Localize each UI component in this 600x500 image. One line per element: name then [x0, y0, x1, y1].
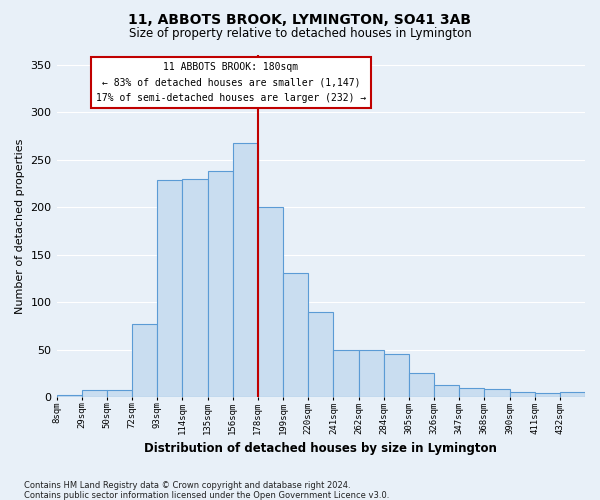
X-axis label: Distribution of detached houses by size in Lymington: Distribution of detached houses by size … — [145, 442, 497, 455]
Bar — [157, 180, 182, 397]
Text: 11, ABBOTS BROOK, LYMINGTON, SO41 3AB: 11, ABBOTS BROOK, LYMINGTON, SO41 3AB — [128, 12, 472, 26]
Bar — [258, 207, 283, 397]
Bar — [484, 388, 509, 397]
Bar — [434, 385, 459, 397]
Bar — [383, 354, 409, 397]
Bar — [308, 312, 334, 397]
Bar — [182, 178, 208, 397]
Bar — [409, 374, 434, 397]
Text: Contains HM Land Registry data © Crown copyright and database right 2024.: Contains HM Land Registry data © Crown c… — [24, 480, 350, 490]
Text: 11 ABBOTS BROOK: 180sqm
← 83% of detached houses are smaller (1,147)
17% of semi: 11 ABBOTS BROOK: 180sqm ← 83% of detache… — [96, 62, 366, 103]
Bar — [208, 171, 233, 397]
Bar — [535, 394, 560, 397]
Text: Size of property relative to detached houses in Lymington: Size of property relative to detached ho… — [128, 28, 472, 40]
Bar — [233, 144, 258, 397]
Bar — [560, 392, 585, 397]
Text: Contains public sector information licensed under the Open Government Licence v3: Contains public sector information licen… — [24, 490, 389, 500]
Bar — [283, 272, 308, 397]
Bar — [82, 390, 107, 397]
Bar — [459, 388, 484, 397]
Bar — [56, 396, 82, 397]
Bar — [509, 392, 535, 397]
Y-axis label: Number of detached properties: Number of detached properties — [15, 138, 25, 314]
Bar — [359, 350, 383, 397]
Bar — [334, 350, 359, 397]
Bar — [132, 324, 157, 397]
Bar — [107, 390, 132, 397]
